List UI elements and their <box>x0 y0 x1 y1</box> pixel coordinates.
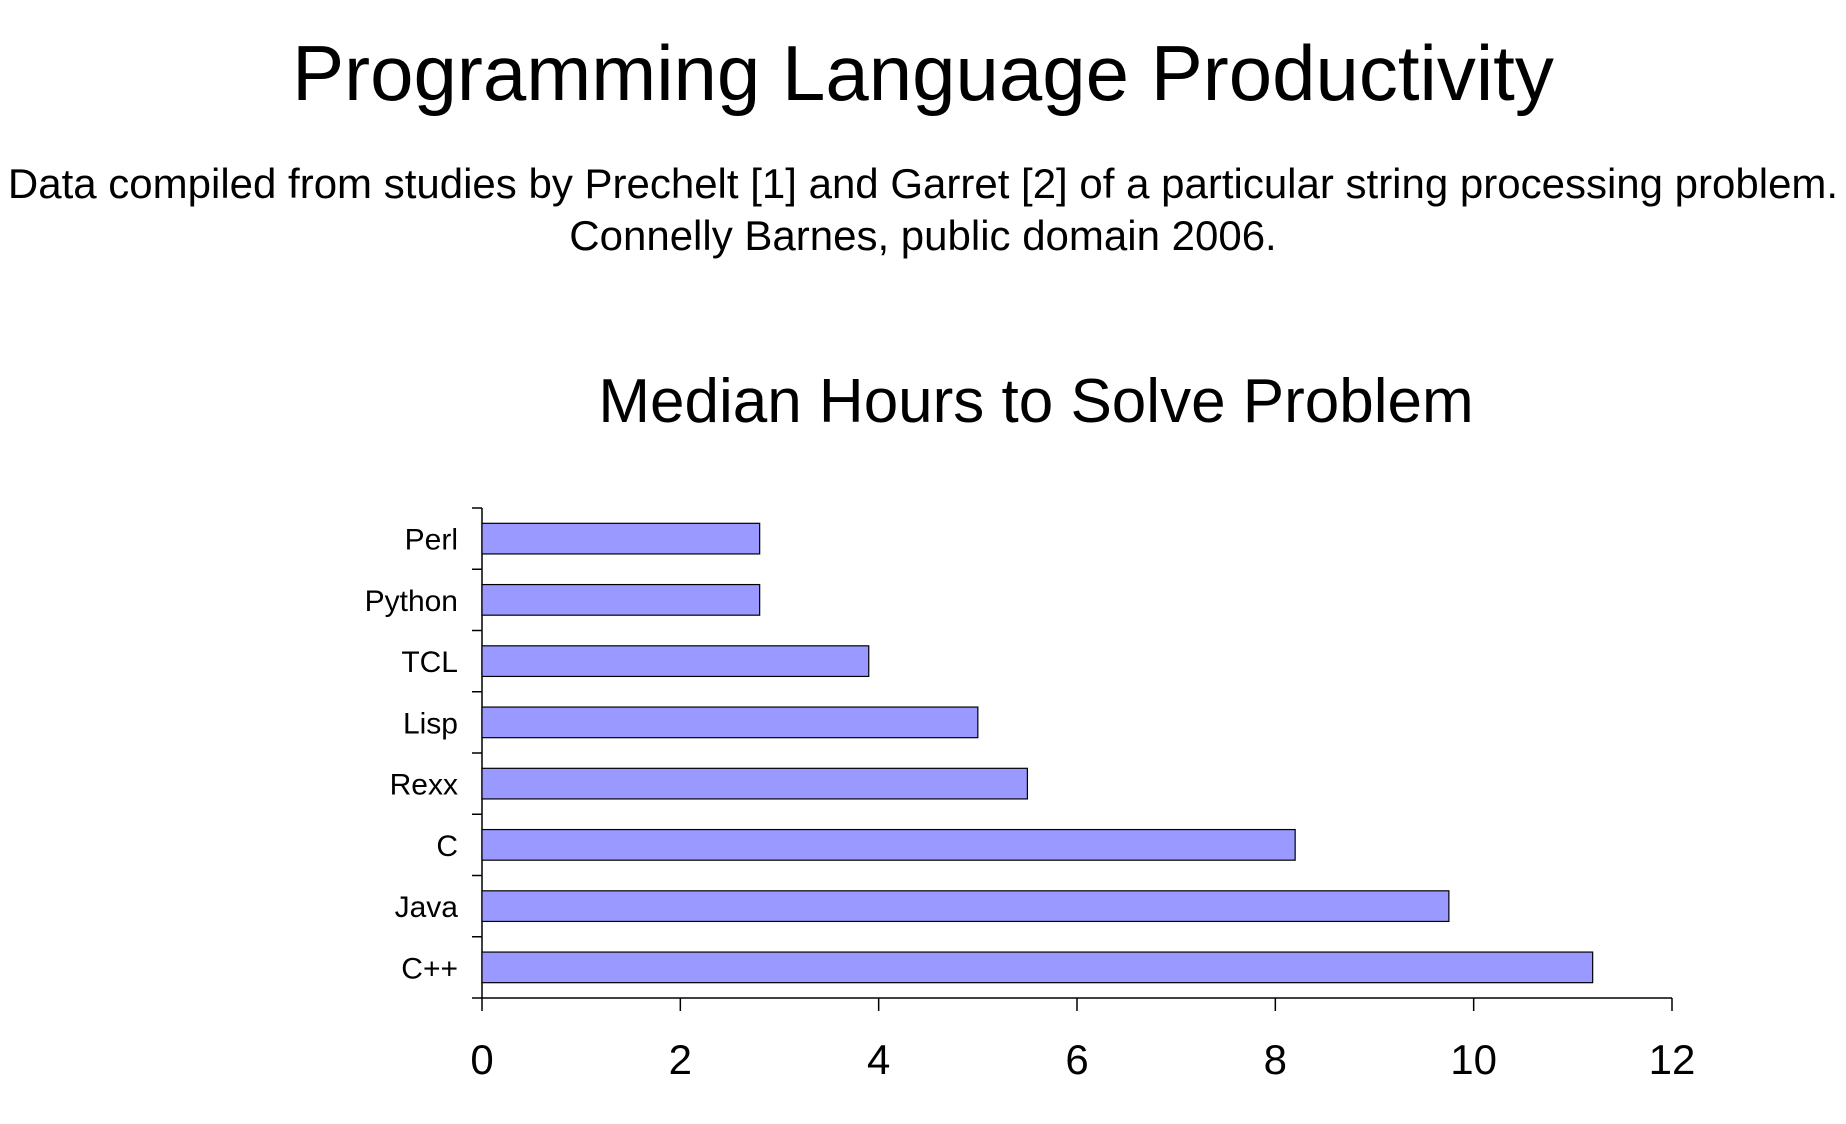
y-axis-ticks <box>472 507 482 999</box>
category-label: Java <box>395 891 459 924</box>
x-tick-labels: 0 2 4 6 8 10 12 <box>470 1036 1695 1083</box>
category-label: Perl <box>405 524 458 557</box>
x-axis-ticks <box>481 998 1673 1011</box>
x-tick-label: 0 <box>470 1036 493 1083</box>
bars-group <box>481 522 1594 984</box>
bar-tcl <box>481 645 870 678</box>
bar-python <box>481 583 761 616</box>
category-label: Lisp <box>403 707 458 740</box>
bar-rexx <box>481 767 1029 800</box>
bar-c <box>481 828 1296 861</box>
x-tick-label: 4 <box>867 1036 890 1083</box>
page-title: Programming Language Productivity <box>292 29 1554 117</box>
chart-title: Median Hours to Solve Problem <box>598 367 1473 436</box>
x-tick-label: 8 <box>1264 1036 1287 1083</box>
bar-lisp <box>481 706 979 739</box>
bar-c <box>481 951 1594 984</box>
category-label: C++ <box>401 952 458 985</box>
category-labels: Perl Python TCL Lisp Rexx C Java C++ <box>365 524 459 986</box>
x-tick-label: 12 <box>1649 1036 1696 1083</box>
x-tick-label: 10 <box>1450 1036 1497 1083</box>
x-tick-label: 2 <box>669 1036 692 1083</box>
subtitle-line-1: Data compiled from studies by Prechelt [… <box>7 160 1839 207</box>
bar-java <box>481 890 1450 923</box>
x-tick-label: 6 <box>1065 1036 1088 1083</box>
category-label: Rexx <box>390 769 458 802</box>
category-label: Python <box>365 585 458 618</box>
category-label: TCL <box>401 646 458 679</box>
bar-perl <box>481 522 761 555</box>
category-label: C <box>436 830 458 863</box>
subtitle-line-2: Connelly Barnes, public domain 2006. <box>569 212 1277 259</box>
